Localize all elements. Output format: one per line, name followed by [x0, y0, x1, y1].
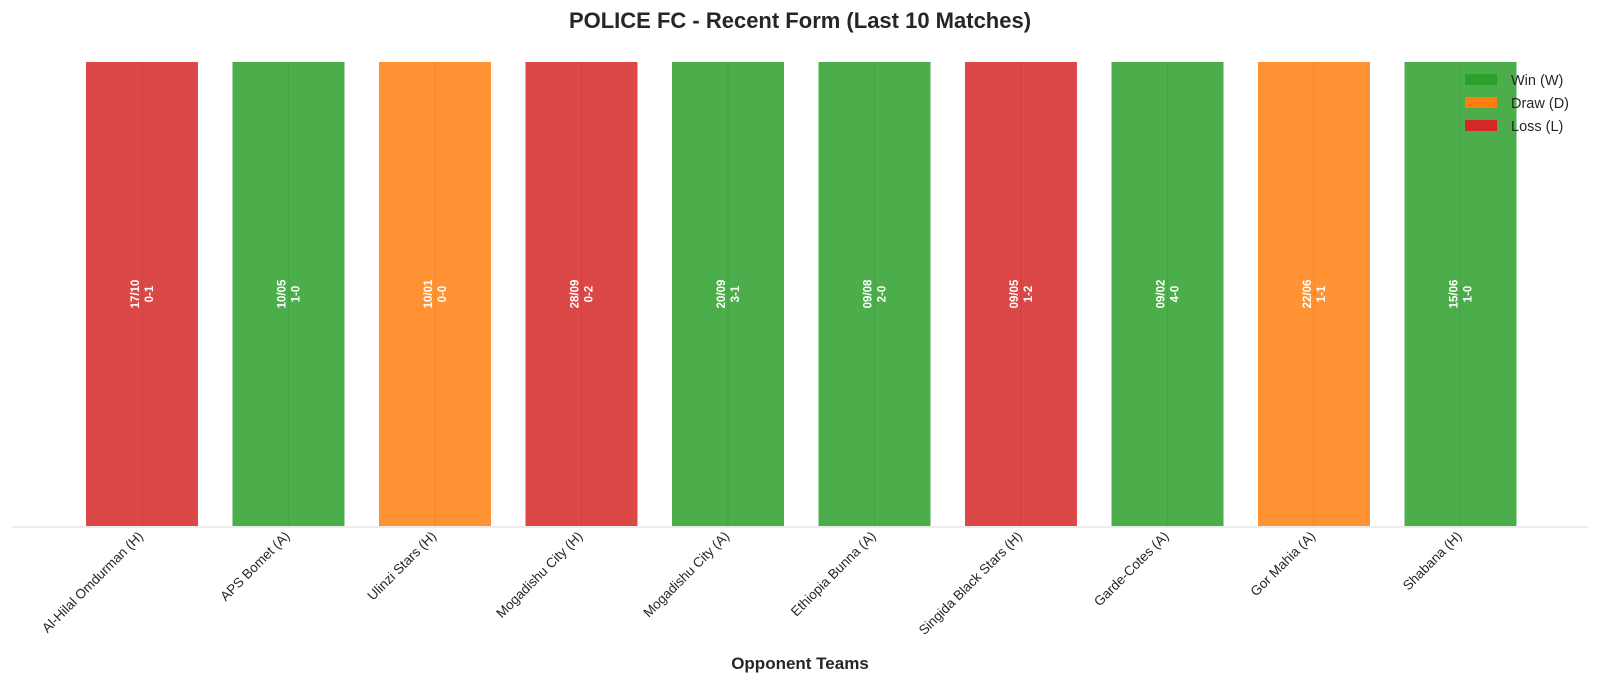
bar-label-score: 0-0 — [437, 286, 449, 303]
bar-label-4: 28/09 0-2 — [570, 280, 596, 309]
bar-label-5: 20/09 3-1 — [716, 280, 742, 309]
bar-label-date: 10/05 — [277, 279, 289, 308]
legend: Win (W) Draw (D) Loss (L) — [1465, 73, 1569, 135]
bar-label-score: 1-0 — [291, 286, 303, 303]
bar-label-score: 1-2 — [1023, 286, 1035, 303]
bar-label-date: 09/02 — [1156, 280, 1168, 309]
bar-label-date: 28/09 — [570, 280, 582, 309]
bar-label-score: 0-1 — [144, 285, 156, 302]
x-tick-label-2: APS Bomet (A) — [217, 529, 292, 604]
bar-label-score: 2-0 — [877, 286, 889, 303]
bar-label-8: 09/02 4-0 — [1156, 280, 1182, 309]
bar-label-date: 20/09 — [716, 280, 728, 309]
bar-label-6: 09/08 2-0 — [863, 279, 889, 308]
bar-label-date: 22/06 — [1302, 280, 1314, 309]
bar-3 — [377, 60, 493, 528]
x-axis-label: Opponent Teams — [731, 654, 869, 673]
bar-label-score: 0-2 — [584, 286, 596, 303]
legend-swatch-l — [1465, 120, 1497, 131]
bar-5 — [670, 60, 786, 528]
bar-label-score: 3-1 — [730, 285, 742, 302]
bar-label-score: 4-0 — [1170, 286, 1182, 303]
bar-label-date: 17/10 — [130, 280, 142, 309]
x-tick-label-7: Singida Black Stars (H) — [916, 529, 1025, 638]
x-tick-label-10: Shabana (H) — [1400, 529, 1465, 594]
bar-label-score: 1-0 — [1463, 286, 1475, 303]
bar-10 — [1402, 60, 1519, 528]
bar-6 — [816, 60, 933, 528]
legend-label-d: Draw (D) — [1511, 96, 1569, 112]
bar-4 — [523, 60, 640, 528]
legend-swatch-w — [1465, 74, 1497, 85]
bar-7 — [963, 60, 1079, 528]
chart-title: POLICE FC - Recent Form (Last 10 Matches… — [569, 8, 1031, 33]
bar-label-date: 10/01 — [423, 279, 435, 308]
bar-labels-group: 17/10 0-1 10/05 1-0 10/01 0-0 28/09 0-2 20/09 3-1… — [130, 279, 1475, 308]
x-tick-labels-group: Al-Hilal Omdurman (H) APS Bomet (A) Ulinzi… — [39, 529, 1465, 638]
legend-swatch-d — [1465, 97, 1497, 108]
x-tick-label-8: Garde-Cotes (A) — [1091, 529, 1172, 610]
x-tick-label-6: Ethiopia Bunna (A) — [788, 529, 879, 620]
x-tick-label-4: Mogadishu City (H) — [493, 529, 585, 621]
bar-label-7: 09/05 1-2 — [1009, 279, 1035, 308]
x-tick-label-9: Gor Mahia (A) — [1248, 529, 1319, 600]
bar-label-date: 15/06 — [1449, 280, 1461, 309]
x-tick-label-1: Al-Hilal Omdurman (H) — [39, 529, 146, 636]
legend-label-l: Loss (L) — [1511, 119, 1563, 135]
bar-label-score: 1-1 — [1316, 285, 1328, 302]
bar-label-1: 17/10 0-1 — [130, 280, 156, 309]
bar-label-date: 09/05 — [1009, 279, 1021, 308]
bar-1 — [84, 60, 200, 528]
bar-label-2: 10/05 1-0 — [277, 279, 303, 308]
legend-label-w: Win (W) — [1511, 73, 1563, 89]
bar-2 — [230, 60, 347, 528]
bar-label-10: 15/06 1-0 — [1449, 280, 1475, 309]
bar-label-9: 22/06 1-1 — [1302, 280, 1328, 309]
bars-group — [84, 60, 1519, 528]
x-tick-label-3: Ulinzi Stars (H) — [364, 529, 439, 604]
bar-8 — [1109, 60, 1226, 528]
bar-label-3: 10/01 0-0 — [423, 279, 449, 308]
x-tick-label-5: Mogadishu City (A) — [640, 529, 732, 621]
bar-label-date: 09/08 — [863, 279, 875, 308]
